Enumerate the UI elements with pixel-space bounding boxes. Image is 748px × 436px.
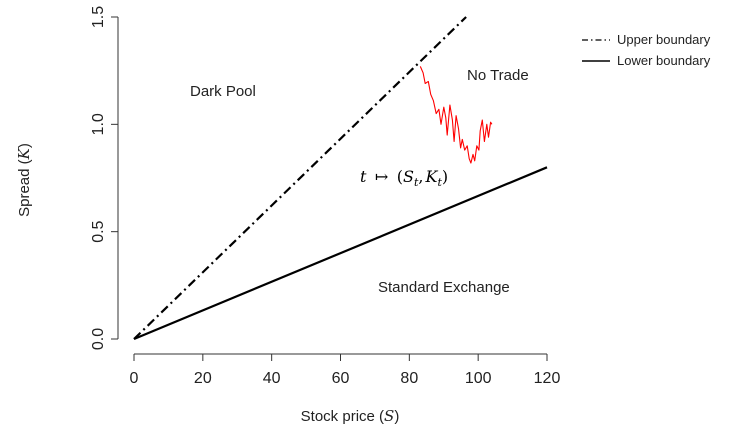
path-k-sub: t <box>437 176 442 189</box>
path-close-paren: ) <box>442 167 448 186</box>
x-tick-label: 80 <box>400 370 418 387</box>
y-tick-label: 0.0 <box>90 328 107 350</box>
annotation-standard-exchange: Standard Exchange <box>378 279 510 296</box>
path-comma: , <box>418 167 423 186</box>
path-t: t <box>360 167 367 186</box>
x-tick-label: 20 <box>194 370 212 387</box>
path-k: K <box>424 167 438 186</box>
annotation-path-label: t ↦ (St, Kt) <box>360 167 448 189</box>
path-s-sub: t <box>414 176 419 189</box>
x-tick-label: 120 <box>534 370 561 387</box>
legend: Upper boundary Lower boundary <box>582 32 711 68</box>
y-tick-label: 1.5 <box>90 6 107 28</box>
lower-boundary-line <box>133 166 548 341</box>
x-tick-label: 0 <box>130 370 139 387</box>
x-tick-label: 100 <box>465 370 492 387</box>
path-maps-to: ↦ <box>375 167 388 186</box>
series-layer <box>133 16 548 341</box>
y-tick-label: 0.5 <box>90 220 107 242</box>
y-ticks: 0.0 0.5 1.0 1.5 <box>90 6 118 350</box>
x-tick-label: 40 <box>263 370 281 387</box>
x-tick-label: 60 <box>332 370 350 387</box>
annotation-no-trade: No Trade <box>467 67 529 84</box>
y-tick-label: 1.0 <box>90 113 107 135</box>
x-ticks: 0 20 40 60 80 100 120 <box>130 354 561 387</box>
axes: 0 20 40 60 80 100 120 0.0 0.5 1.0 1.5 <box>90 6 560 387</box>
y-axis-label: Spread <box>16 169 33 217</box>
y-axis-symbol: K <box>15 147 33 160</box>
x-axis-symbol: S <box>384 407 394 425</box>
path-open-paren: ( <box>397 167 403 186</box>
annotation-dark-pool: Dark Pool <box>190 83 256 100</box>
upper-boundary-line <box>133 16 467 340</box>
price-spread-path <box>419 66 493 164</box>
x-axis-label: Stock price <box>301 408 375 425</box>
legend-label-upper: Upper boundary <box>617 32 711 47</box>
x-axis-title: Stock price (S) <box>301 407 400 425</box>
legend-label-lower: Lower boundary <box>617 53 711 68</box>
path-s: S <box>403 167 414 186</box>
y-axis-title: Spread (K) <box>15 143 33 217</box>
